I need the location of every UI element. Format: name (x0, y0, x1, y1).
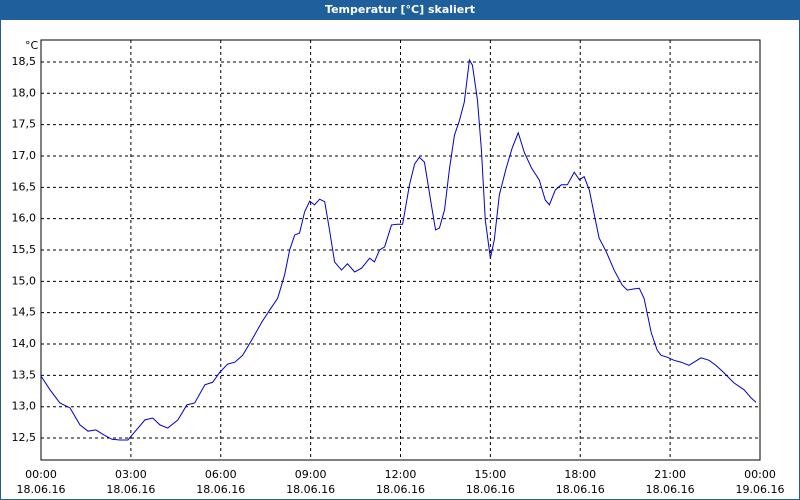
x-tick-label: 12:00 18.06.16 (376, 468, 425, 496)
y-tick-label: 18,5 (12, 55, 37, 68)
y-tick-label: 15,5 (12, 243, 37, 256)
y-tick-label: 17,5 (12, 118, 37, 131)
y-tick-label: 14,5 (12, 306, 37, 319)
x-tick-label: 21:00 18.06.16 (646, 468, 695, 496)
y-tick-label: 16,0 (12, 212, 37, 225)
y-tick-label: 16,5 (12, 180, 37, 193)
temperature-line (40, 58, 757, 441)
x-tick-label: 03:00 18.06.16 (106, 468, 155, 496)
y-tick-label: 15,0 (12, 274, 37, 287)
title-bar (0, 0, 800, 20)
x-tick-label: 18:00 18.06.16 (556, 468, 605, 496)
chart-title: Temperatur [°C] skaliert (325, 3, 475, 16)
x-tick-label: 09:00 18.06.16 (286, 468, 335, 496)
y-tick-label: 17,0 (12, 149, 37, 162)
plot-area (40, 39, 761, 461)
y-tick-label: 14,0 (12, 337, 37, 350)
y-tick-label: 13,0 (12, 400, 37, 413)
x-tick-label: 06:00 18.06.16 (196, 468, 245, 496)
x-tick-label: 15:00 18.06.16 (466, 468, 515, 496)
y-tick-label: 18,0 (12, 86, 37, 99)
y-unit: °C (25, 39, 39, 52)
y-tick-label: 12,5 (12, 431, 37, 444)
x-tick-label: 00:00 18.06.16 (17, 468, 66, 496)
y-tick-label: 13,5 (12, 368, 37, 381)
x-tick-label: 00:00 19.06.16 (736, 468, 785, 496)
